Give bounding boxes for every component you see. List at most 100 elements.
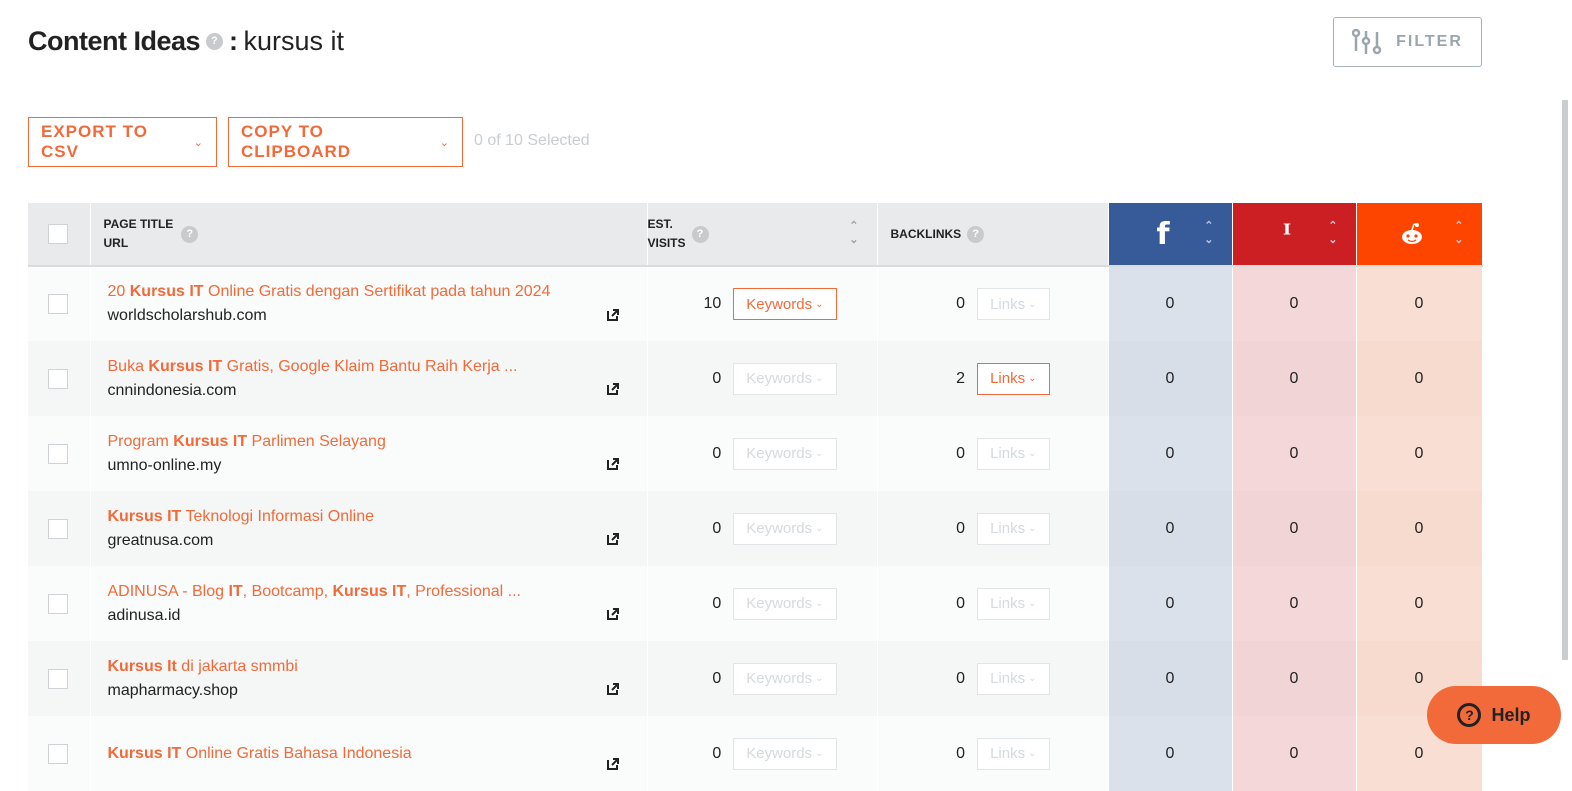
page-title-link[interactable]: Kursus IT Online Gratis Bahasa Indonesia bbox=[108, 742, 647, 766]
table-row: Kursus It di jakarta smmbi mapharmacy.sho… bbox=[28, 641, 1483, 716]
header-reddit[interactable]: ⌃ ⌄ bbox=[1356, 203, 1483, 267]
export-csv-button[interactable]: EXPORT TO CSV ⌄ bbox=[28, 117, 217, 167]
export-label: EXPORT TO CSV bbox=[41, 122, 148, 161]
page-url: greatnusa.com bbox=[107, 531, 214, 549]
title-segment: Kursus IT bbox=[173, 432, 248, 450]
external-link-icon[interactable] bbox=[606, 533, 619, 545]
row-checkbox[interactable] bbox=[48, 443, 68, 464]
keywords-label: Keywords bbox=[746, 370, 813, 387]
title-segment: Parlimen Selayang bbox=[247, 432, 386, 450]
title-segment: Online Gratis Bahasa Indonesia bbox=[181, 744, 412, 762]
links-dropdown[interactable]: Links ⌄ bbox=[977, 512, 1050, 545]
page-title-link[interactable]: Program Kursus IT Parlimen Selayang bbox=[108, 430, 647, 454]
sort-icon[interactable]: ⌃ ⌄ bbox=[1204, 220, 1214, 246]
header-facebook[interactable]: f ⌃ ⌄ bbox=[1108, 203, 1233, 267]
chevron-down-icon: ⌄ bbox=[815, 748, 824, 759]
external-link-icon[interactable] bbox=[606, 683, 619, 695]
copy-clipboard-button[interactable]: COPY TO CLIPBOARD ⌄ bbox=[228, 117, 463, 167]
title-segment: ADINUSA - Blog bbox=[107, 582, 229, 600]
chevron-down-icon: ⌄ bbox=[1028, 673, 1037, 684]
header-backlinks: BACKLINKS bbox=[890, 227, 962, 241]
select-all-checkbox[interactable] bbox=[48, 224, 68, 244]
selected-count: 0 of 10 Selected bbox=[474, 132, 590, 149]
links-label: Links bbox=[990, 520, 1026, 537]
external-link-icon[interactable] bbox=[606, 458, 619, 470]
links-dropdown[interactable]: Links ⌄ bbox=[977, 587, 1050, 620]
backlinks-count: 0 bbox=[956, 744, 966, 762]
row-checkbox[interactable] bbox=[48, 294, 68, 314]
help-icon[interactable]: ? bbox=[967, 225, 985, 243]
facebook-shares: 0 bbox=[1108, 716, 1233, 791]
keywords-dropdown[interactable]: Keywords ⌄ bbox=[733, 662, 837, 695]
row-checkbox[interactable] bbox=[48, 593, 68, 614]
external-link-icon[interactable] bbox=[606, 608, 619, 620]
help-icon[interactable]: ? bbox=[691, 225, 709, 243]
keywords-dropdown[interactable]: Keywords ⌄ bbox=[733, 437, 837, 470]
title-text: Content Ideas bbox=[28, 26, 201, 56]
links-dropdown[interactable]: Links ⌄ bbox=[977, 437, 1050, 470]
keywords-dropdown[interactable]: Keywords ⌄ bbox=[733, 737, 837, 770]
table-row: ADINUSA - Blog IT, Bootcamp, Kursus IT, … bbox=[28, 566, 1483, 641]
keyword: kursus it bbox=[243, 26, 345, 56]
help-button[interactable]: ? Help bbox=[1427, 686, 1561, 744]
chevron-down-icon: ⌄ bbox=[1028, 748, 1037, 759]
external-link-icon[interactable] bbox=[606, 758, 619, 770]
backlinks-count: 0 bbox=[956, 669, 966, 687]
chevron-down-icon: ⌄ bbox=[1028, 598, 1037, 609]
reddit-shares: 0 bbox=[1356, 491, 1483, 566]
est-visits: 0 bbox=[712, 369, 722, 387]
help-icon[interactable]: ? bbox=[181, 225, 199, 243]
external-link-icon[interactable] bbox=[606, 309, 619, 321]
help-icon[interactable]: ? bbox=[206, 33, 224, 50]
page-title-link[interactable]: Kursus It di jakarta smmbi bbox=[108, 655, 647, 679]
header-url: URL bbox=[103, 236, 129, 250]
page-url: umno-online.my bbox=[107, 456, 222, 474]
links-label: Links bbox=[990, 445, 1026, 462]
row-checkbox[interactable] bbox=[48, 518, 68, 539]
filter-button[interactable]: FILTER bbox=[1333, 17, 1482, 67]
keywords-label: Keywords bbox=[746, 670, 813, 687]
backlinks-count: 0 bbox=[956, 295, 966, 312]
title-segment: IT bbox=[228, 582, 243, 600]
title-segment: Teknologi Informasi Online bbox=[181, 507, 374, 525]
links-dropdown[interactable]: Links ⌄ bbox=[977, 737, 1050, 770]
page-title-link[interactable]: ADINUSA - Blog IT, Bootcamp, Kursus IT, … bbox=[108, 580, 647, 604]
sort-icon[interactable]: ⌃ ⌄ bbox=[1328, 220, 1338, 246]
title-segment: , Professional ... bbox=[406, 582, 521, 600]
reddit-shares: 0 bbox=[1356, 416, 1483, 491]
scrollbar[interactable] bbox=[1562, 100, 1568, 660]
row-checkbox[interactable] bbox=[48, 743, 68, 764]
links-label: Links bbox=[990, 745, 1026, 762]
backlinks-count: 0 bbox=[956, 444, 966, 462]
external-link-icon[interactable] bbox=[606, 383, 619, 395]
row-checkbox[interactable] bbox=[48, 668, 68, 689]
chevron-down-icon: ⌄ bbox=[815, 373, 824, 384]
chevron-down-icon: ⌄ bbox=[815, 673, 824, 684]
pinterest-shares: 0 bbox=[1232, 641, 1357, 716]
sort-icon[interactable]: ⌃ ⌄ bbox=[849, 220, 859, 246]
keywords-dropdown[interactable]: Keywords ⌄ bbox=[733, 587, 837, 620]
title-segment: Kursus IT bbox=[107, 507, 182, 525]
reddit-icon bbox=[1402, 223, 1422, 244]
keywords-dropdown[interactable]: Keywords ⌄ bbox=[733, 362, 837, 395]
title-segment: Kursus IT bbox=[107, 744, 182, 762]
chevron-down-icon: ⌄ bbox=[1028, 448, 1037, 459]
header-pinterest[interactable]: ᴵ ⌃ ⌄ bbox=[1232, 203, 1357, 267]
row-checkbox[interactable] bbox=[48, 368, 68, 389]
facebook-icon: f bbox=[1156, 216, 1170, 252]
pinterest-shares: 0 bbox=[1232, 341, 1357, 416]
page-title-link[interactable]: Buka Kursus IT Gratis, Google Klaim Bant… bbox=[108, 355, 647, 379]
page-title-link[interactable]: 20 Kursus IT Online Gratis dengan Sertif… bbox=[108, 280, 647, 304]
chevron-down-icon: ⌄ bbox=[815, 598, 824, 609]
links-dropdown[interactable]: Links ⌄ bbox=[977, 662, 1050, 695]
links-dropdown[interactable]: Links ⌄ bbox=[977, 288, 1050, 320]
links-dropdown[interactable]: Links ⌄ bbox=[977, 362, 1050, 395]
chevron-down-icon: ⌄ bbox=[815, 298, 824, 310]
est-visits: 0 bbox=[712, 594, 722, 612]
table-row: 20 Kursus IT Online Gratis dengan Sertif… bbox=[28, 266, 1483, 341]
page-title-link[interactable]: Kursus IT Teknologi Informasi Online bbox=[108, 505, 647, 529]
keywords-dropdown[interactable]: Keywords ⌄ bbox=[733, 512, 837, 545]
sort-icon[interactable]: ⌃ ⌄ bbox=[1454, 220, 1464, 246]
page-url: adinusa.id bbox=[107, 606, 181, 624]
keywords-dropdown[interactable]: Keywords ⌄ bbox=[733, 288, 837, 320]
